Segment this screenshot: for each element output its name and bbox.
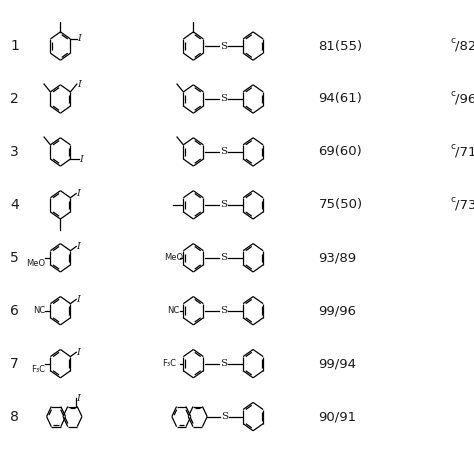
Text: /71: /71 <box>455 146 474 158</box>
Text: S: S <box>219 94 227 103</box>
Text: I: I <box>76 242 80 251</box>
Text: I: I <box>79 155 82 164</box>
Text: I: I <box>76 295 80 304</box>
Text: I: I <box>78 80 82 89</box>
Text: S: S <box>219 306 227 315</box>
Text: 69(60): 69(60) <box>319 146 362 158</box>
Text: S: S <box>219 42 227 51</box>
Text: I: I <box>76 347 80 356</box>
Text: S: S <box>219 201 227 210</box>
Text: 7: 7 <box>10 356 19 371</box>
Text: 4: 4 <box>10 198 19 212</box>
Text: 5: 5 <box>10 251 19 265</box>
Text: 6: 6 <box>10 304 19 318</box>
Text: 99/96: 99/96 <box>319 304 356 317</box>
Text: F₃C: F₃C <box>163 359 176 368</box>
Text: 81(55): 81(55) <box>319 39 363 53</box>
Text: NC: NC <box>167 306 180 315</box>
Text: c: c <box>450 195 456 204</box>
Text: c: c <box>450 36 456 45</box>
Text: 93/89: 93/89 <box>319 251 357 264</box>
Text: S: S <box>219 359 227 368</box>
Text: 1: 1 <box>10 39 19 53</box>
Text: /73: /73 <box>455 198 474 211</box>
Text: /82: /82 <box>455 39 474 53</box>
Text: 2: 2 <box>10 92 19 106</box>
Text: 75(50): 75(50) <box>319 198 363 211</box>
Text: 8: 8 <box>10 410 19 424</box>
Text: I: I <box>78 35 82 44</box>
Text: 99/94: 99/94 <box>319 357 356 370</box>
Text: 90/91: 90/91 <box>319 410 357 423</box>
Text: 94(61): 94(61) <box>319 92 363 106</box>
Text: I: I <box>76 189 80 198</box>
Text: MeO: MeO <box>26 259 45 268</box>
Text: S: S <box>221 412 228 421</box>
Text: /96: /96 <box>455 92 474 106</box>
Text: 3: 3 <box>10 145 19 159</box>
Text: c: c <box>450 142 456 151</box>
Text: MeO: MeO <box>164 253 183 262</box>
Text: c: c <box>450 89 456 98</box>
Text: F₃C: F₃C <box>31 365 45 374</box>
Text: S: S <box>219 147 227 156</box>
Text: I: I <box>76 393 80 402</box>
Text: S: S <box>219 253 227 262</box>
Text: NC: NC <box>33 306 45 315</box>
